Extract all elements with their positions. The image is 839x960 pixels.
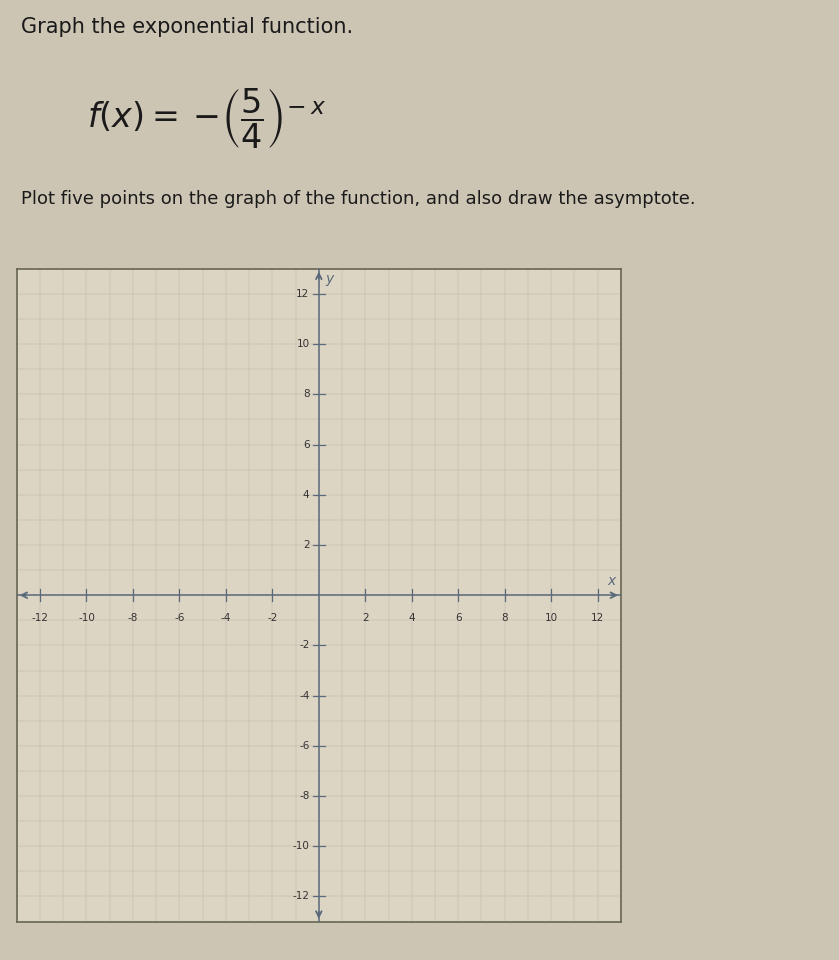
Text: 10: 10 [296, 339, 310, 349]
Text: $f(x) = -\!\left(\dfrac{5}{4}\right)^{\!-x}$: $f(x) = -\!\left(\dfrac{5}{4}\right)^{\!… [87, 86, 326, 151]
Text: 12: 12 [591, 612, 604, 623]
Text: y: y [326, 272, 333, 286]
Text: x: x [607, 574, 616, 588]
Text: -10: -10 [293, 841, 310, 852]
Text: 6: 6 [303, 440, 310, 449]
Text: 4: 4 [409, 612, 415, 623]
Text: -4: -4 [221, 612, 231, 623]
Text: 8: 8 [502, 612, 508, 623]
Text: -8: -8 [128, 612, 138, 623]
Text: 6: 6 [455, 612, 461, 623]
Text: Graph the exponential function.: Graph the exponential function. [22, 17, 353, 36]
Text: -8: -8 [300, 791, 310, 801]
Text: 2: 2 [362, 612, 368, 623]
Text: -2: -2 [267, 612, 278, 623]
Text: -12: -12 [293, 892, 310, 901]
Text: -12: -12 [32, 612, 49, 623]
Text: 4: 4 [303, 490, 310, 500]
Text: -2: -2 [300, 640, 310, 651]
Text: 8: 8 [303, 390, 310, 399]
Text: 12: 12 [296, 289, 310, 299]
Text: 2: 2 [303, 540, 310, 550]
Text: Plot five points on the graph of the function, and also draw the asymptote.: Plot five points on the graph of the fun… [22, 190, 696, 207]
Text: -4: -4 [300, 690, 310, 701]
Text: -10: -10 [78, 612, 95, 623]
Text: -6: -6 [175, 612, 185, 623]
Text: 10: 10 [545, 612, 558, 623]
Text: -6: -6 [300, 741, 310, 751]
